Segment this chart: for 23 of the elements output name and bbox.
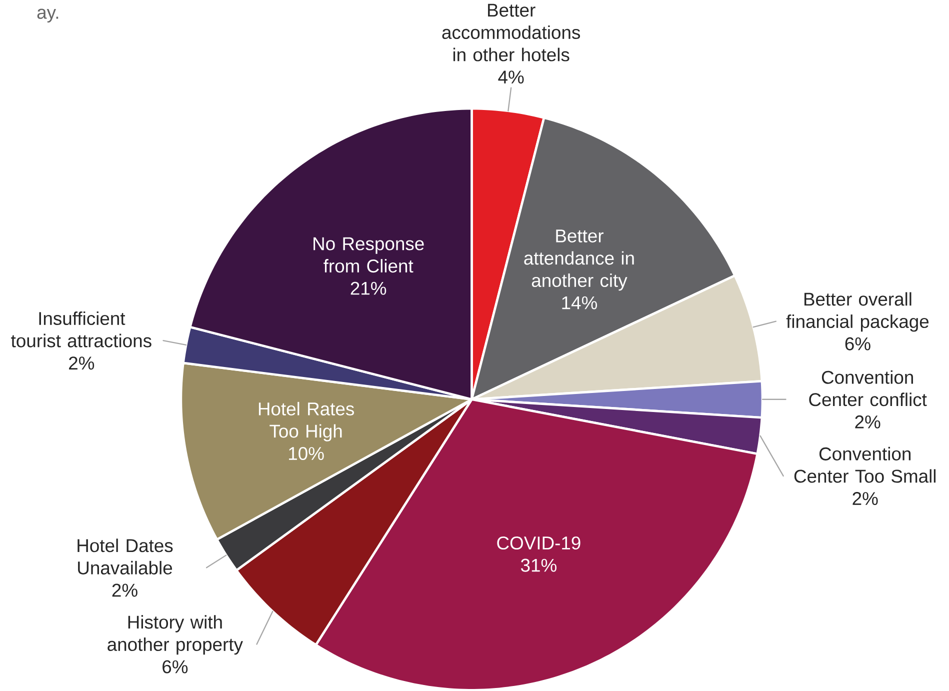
slice-label: No Response from Client xyxy=(314,237,424,272)
slice-label: Hotel Rates Too High xyxy=(258,402,354,442)
slice-label: Convention Center Too Small xyxy=(794,446,936,483)
slice-label: Better attendance in another city xyxy=(524,229,634,291)
data-label: 6% xyxy=(162,660,188,674)
slice-label: COVID-19 xyxy=(497,536,580,550)
slice-label: Hotel Dates Unavailable xyxy=(78,538,173,574)
data-label: 2% xyxy=(69,356,94,370)
data-label: 14% xyxy=(562,296,597,310)
data-label: 10% xyxy=(289,446,324,460)
data-label: 4% xyxy=(498,70,524,84)
text: ay. xyxy=(37,8,58,22)
slice-label: Insufficient tourist attractions xyxy=(11,311,152,348)
data-label: 2% xyxy=(112,584,138,597)
slice-label: History with another property xyxy=(108,615,243,654)
data-label: 2% xyxy=(855,415,880,428)
slice-label: Convention Center conflict xyxy=(809,370,927,406)
data-label: 21% xyxy=(350,282,386,295)
data-label: 31% xyxy=(520,558,556,572)
data-label: 6% xyxy=(845,337,870,350)
data-label: 2% xyxy=(852,492,878,505)
slice-label: Better overall financial package xyxy=(786,292,929,332)
slice-label: Better accommodations in other hotels xyxy=(442,4,580,62)
